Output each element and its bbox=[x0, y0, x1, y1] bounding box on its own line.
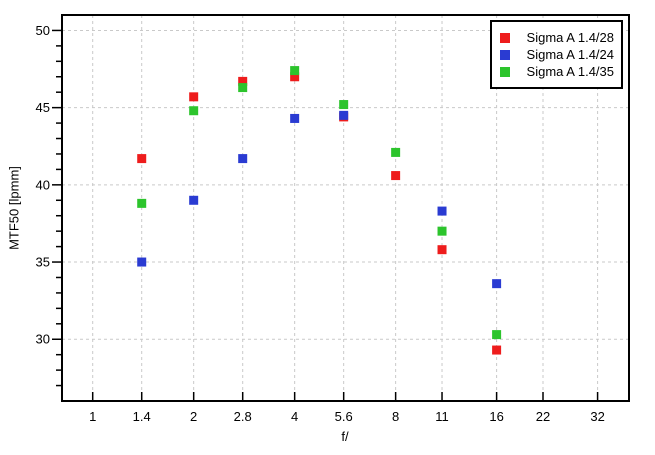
y-tick-label: 30 bbox=[36, 332, 50, 347]
x-tick-label: 11 bbox=[435, 409, 449, 424]
data-point-marker bbox=[238, 76, 248, 86]
legend-entry: Sigma A 1.4/35 bbox=[500, 63, 614, 80]
x-axis-title: f/ bbox=[341, 429, 349, 444]
data-point-marker bbox=[137, 257, 147, 267]
legend-label: Sigma A 1.4/35 bbox=[526, 64, 614, 79]
x-tick-label: 1 bbox=[89, 409, 96, 424]
data-point-marker bbox=[189, 195, 199, 205]
legend-entry: Sigma A 1.4/28 bbox=[500, 29, 614, 46]
plot-frame bbox=[61, 14, 630, 402]
data-point-marker bbox=[238, 154, 248, 164]
data-point-marker bbox=[339, 110, 349, 120]
y-tick-label: 40 bbox=[36, 177, 50, 192]
data-point-marker bbox=[492, 345, 502, 355]
data-point-marker bbox=[290, 72, 300, 82]
legend-entry: Sigma A 1.4/24 bbox=[500, 46, 614, 63]
x-tick-label: 32 bbox=[590, 409, 604, 424]
data-point-marker bbox=[437, 245, 447, 255]
y-tick-label: 50 bbox=[36, 23, 50, 38]
x-tick-label: 1.4 bbox=[133, 409, 151, 424]
x-tick-label: 22 bbox=[536, 409, 550, 424]
data-point-marker bbox=[290, 113, 300, 123]
y-tick-label: 35 bbox=[36, 255, 50, 270]
data-point-marker bbox=[391, 171, 401, 181]
legend-label: Sigma A 1.4/28 bbox=[526, 30, 614, 45]
data-point-marker bbox=[189, 92, 199, 102]
legend-swatch-red bbox=[500, 32, 510, 43]
data-point-marker bbox=[437, 206, 447, 216]
data-point-marker bbox=[437, 226, 447, 236]
data-point-marker bbox=[391, 147, 401, 157]
y-tick-label: 45 bbox=[36, 100, 50, 115]
legend-label: Sigma A 1.4/24 bbox=[526, 47, 614, 62]
legend: Sigma A 1.4/28 Sigma A 1.4/24 Sigma A 1.… bbox=[490, 20, 623, 89]
x-tick-label: 4 bbox=[291, 409, 298, 424]
data-point-marker bbox=[492, 279, 502, 289]
data-point-marker bbox=[238, 83, 248, 93]
legend-swatch-green bbox=[500, 66, 510, 77]
x-tick-label: 2 bbox=[190, 409, 197, 424]
x-tick-label: 8 bbox=[392, 409, 399, 424]
data-point-marker bbox=[339, 100, 349, 110]
x-tick-label: 5.6 bbox=[335, 409, 353, 424]
data-point-marker bbox=[137, 198, 147, 208]
data-point-marker bbox=[189, 106, 199, 116]
data-point-marker bbox=[137, 154, 147, 164]
legend-swatch-blue bbox=[500, 49, 510, 60]
x-tick-label: 2.8 bbox=[234, 409, 252, 424]
data-point-marker bbox=[492, 330, 502, 340]
x-tick-label: 16 bbox=[489, 409, 503, 424]
data-point-marker bbox=[290, 66, 300, 76]
y-axis-title: MTF50 [lpmm] bbox=[6, 166, 22, 250]
